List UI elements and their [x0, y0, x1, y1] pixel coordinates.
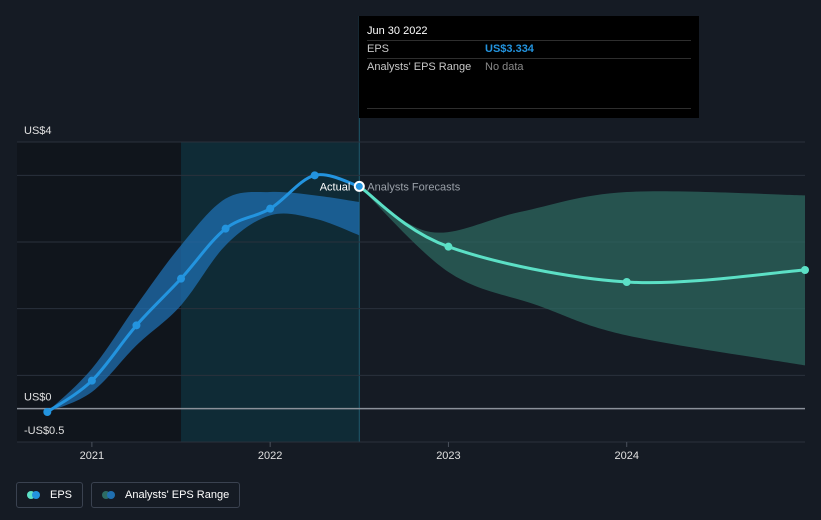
- eps-point: [444, 242, 453, 251]
- tooltip-row-eps: EPS US$3.334: [367, 40, 691, 58]
- tooltip-row-range: Analysts' EPS Range No data: [367, 58, 691, 76]
- legend-swatch-icon: [102, 491, 117, 499]
- tooltip-key: Analysts' EPS Range: [367, 61, 472, 73]
- tooltip: Jun 30 2022 EPS US$3.334 Analysts' EPS R…: [359, 16, 699, 118]
- legend-label: EPS: [50, 489, 73, 501]
- tooltip-key: EPS: [367, 43, 390, 55]
- x-tick-label: 2023: [436, 450, 460, 462]
- tooltip-value: No data: [485, 61, 524, 73]
- forecast-label: Analysts Forecasts: [367, 181, 460, 193]
- eps-forecast-line: [357, 184, 807, 285]
- tooltip-divider: [367, 108, 691, 109]
- legend-item-eps[interactable]: EPS: [16, 482, 84, 508]
- x-tick-label: 2022: [258, 450, 282, 462]
- eps-point: [310, 171, 319, 180]
- x-tick-label: 2024: [614, 450, 638, 462]
- legend-swatch-icon: [27, 491, 42, 499]
- y-tick-label: US$0: [24, 392, 52, 404]
- eps-range-band: [47, 191, 360, 412]
- eps-point: [43, 408, 52, 416]
- eps-point: [221, 224, 230, 233]
- eps-point: [132, 321, 141, 330]
- x-tick-label: 2021: [80, 450, 104, 462]
- actual-label: Actual: [320, 181, 351, 193]
- eps-point: [622, 278, 631, 286]
- y-tick-label: -US$0.5: [24, 425, 64, 437]
- legend: EPS Analysts' EPS Range: [16, 482, 241, 508]
- y-tick-label: US$4: [24, 125, 52, 137]
- eps-point: [177, 274, 186, 283]
- legend-label: Analysts' EPS Range: [125, 489, 230, 501]
- highlight-marker: [353, 180, 365, 192]
- legend-item-eps-range[interactable]: Analysts' EPS Range: [91, 482, 241, 508]
- tooltip-date: Jun 30 2022: [367, 25, 428, 37]
- eps-point: [266, 204, 275, 213]
- eps-point: [87, 376, 96, 385]
- eps-range-band: [359, 186, 805, 366]
- eps-point: [801, 266, 809, 274]
- tooltip-value: US$3.334: [485, 43, 534, 55]
- eps-line: [45, 173, 361, 414]
